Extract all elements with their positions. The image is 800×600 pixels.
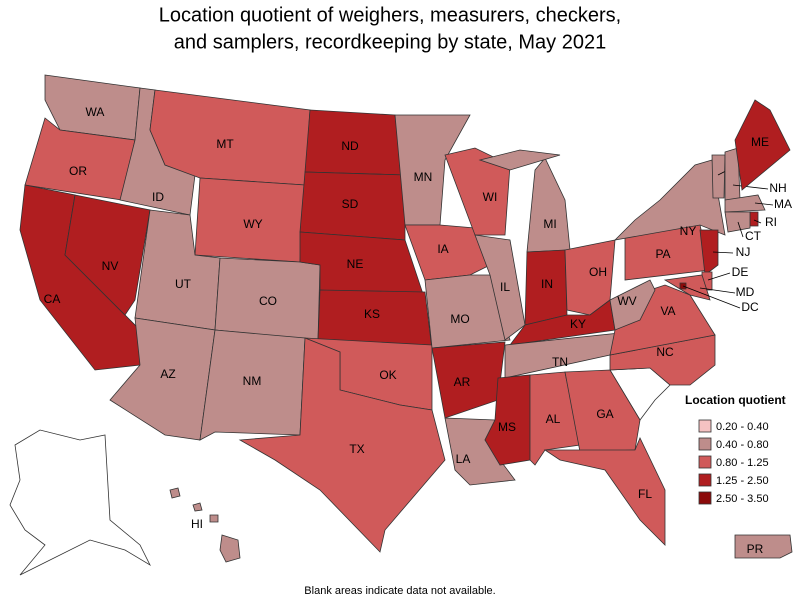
legend-swatch	[698, 491, 712, 505]
state-shape	[394, 114, 471, 226]
leader-line	[699, 287, 736, 294]
state-label: WV	[617, 294, 636, 308]
state-label: GA	[596, 407, 613, 421]
state-label: WA	[86, 105, 105, 119]
state-label: HI	[191, 517, 203, 531]
state-label: NM	[243, 374, 262, 388]
state-label: TX	[349, 442, 364, 456]
state-label: PR	[747, 542, 764, 556]
state-shape	[526, 157, 571, 253]
state-shape	[169, 487, 181, 499]
legend-title: Location quotient	[685, 393, 786, 407]
state-label: TN	[552, 355, 568, 369]
state-label: WI	[483, 190, 498, 204]
state-label: DE	[732, 265, 749, 279]
state-label: OK	[379, 368, 396, 382]
state-label: VA	[660, 304, 675, 318]
legend-label: 0.40 - 0.80	[716, 439, 769, 451]
state-label: MD	[736, 285, 755, 299]
state-label: NC	[656, 345, 674, 359]
state-label: NV	[102, 259, 119, 273]
state-label: SD	[342, 197, 359, 211]
footnote: Blank areas indicate data not available.	[304, 585, 495, 597]
state-label: NJ	[736, 245, 751, 259]
state-label: AZ	[160, 367, 175, 381]
state-shape	[749, 211, 759, 227]
state-shape	[734, 534, 793, 559]
state-label: PA	[655, 247, 670, 261]
legend-swatch	[698, 473, 712, 487]
leader-line	[754, 202, 774, 206]
state-label: IN	[541, 277, 553, 291]
state-shape	[478, 149, 561, 171]
state-label: CA	[44, 292, 61, 306]
state-shape	[734, 99, 791, 191]
leader-line	[732, 184, 769, 190]
leader-line	[707, 272, 731, 281]
state-shape	[214, 257, 321, 341]
state-shape	[609, 279, 656, 331]
legend-swatch	[698, 455, 712, 469]
state-label: DC	[741, 300, 759, 314]
state-label: FL	[638, 487, 652, 501]
state-label: AL	[546, 412, 561, 426]
state-shape	[219, 534, 241, 563]
state-label: MO	[450, 312, 469, 326]
state-shape	[724, 211, 751, 233]
legend-swatch	[698, 419, 712, 433]
state-shape	[238, 337, 446, 553]
state-label: MA	[774, 197, 792, 211]
state-shape	[64, 194, 151, 316]
state-label: RI	[765, 215, 777, 229]
legend-label: 0.80 - 1.25	[716, 457, 769, 469]
state-shape	[543, 437, 666, 546]
state-label: OH	[589, 265, 607, 279]
legend-label: 1.25 - 2.50	[716, 475, 769, 487]
state-shape	[564, 369, 641, 453]
state-shape	[199, 329, 306, 441]
blank-state	[9, 429, 151, 576]
state-label: MI	[543, 217, 556, 231]
legend-label: 0.20 - 0.40	[716, 421, 769, 433]
state-label: NY	[680, 224, 697, 238]
state-shape	[609, 334, 716, 386]
leader-line	[753, 219, 762, 224]
state-label: LA	[456, 452, 471, 466]
state-shape	[724, 194, 766, 213]
title-line: and samplers, recordkeeping by state, Ma…	[174, 31, 606, 53]
state-label: MN	[414, 170, 433, 184]
legend-swatch	[698, 437, 712, 451]
leader-line	[712, 251, 734, 254]
state-shape	[209, 514, 219, 523]
state-shape	[711, 154, 726, 199]
state-label: CT	[745, 229, 762, 243]
state-label: ME	[751, 135, 769, 149]
state-shape	[699, 229, 719, 276]
state-label: WY	[243, 217, 262, 231]
state-label: NE	[347, 257, 364, 271]
state-label: MT	[216, 137, 234, 151]
leader-line	[737, 221, 744, 238]
legend-label: 2.50 - 3.50	[716, 493, 769, 505]
state-shape	[613, 159, 726, 241]
state-label: MS	[498, 420, 516, 434]
state-label: ND	[341, 139, 359, 153]
state-label: IL	[500, 280, 510, 294]
state-label: NH	[769, 181, 786, 195]
state-shape	[444, 147, 511, 236]
state-label: AR	[454, 375, 471, 389]
state-label: OR	[69, 164, 87, 178]
state-label: ID	[152, 190, 164, 204]
state-label: CO	[259, 294, 277, 308]
state-label: KS	[364, 307, 380, 321]
state-shape	[474, 234, 526, 341]
title-line: Location quotient of weighers, measurers…	[159, 4, 621, 26]
state-label: IA	[437, 242, 448, 256]
state-label: UT	[175, 277, 192, 291]
state-label: KY	[570, 317, 586, 331]
leader-line	[682, 285, 741, 309]
state-shape	[192, 502, 203, 512]
